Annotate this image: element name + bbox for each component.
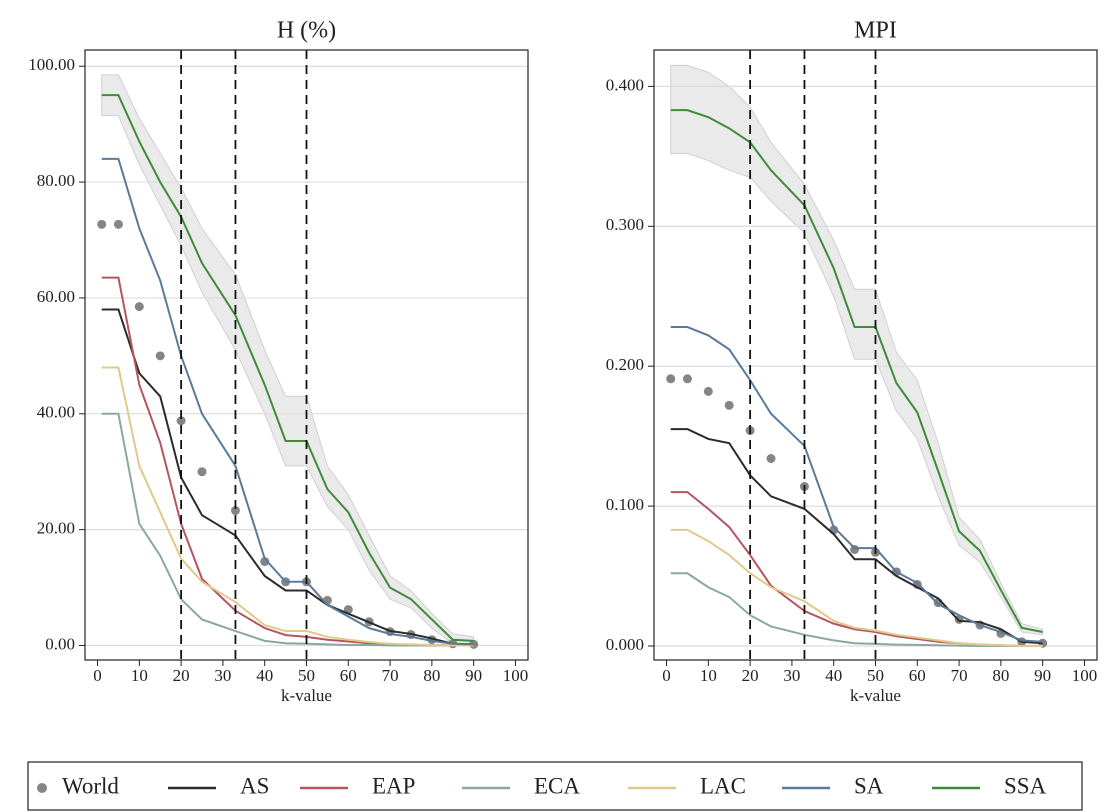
x-tick-label: 100: [503, 666, 529, 685]
world-dot: [703, 386, 713, 396]
world-dot: [134, 302, 144, 312]
chart-title: H (%): [277, 18, 336, 44]
y-tick-label: 0.00: [45, 634, 75, 653]
y-tick-label: 0.400: [606, 75, 644, 94]
x-tick-label: 30: [783, 666, 800, 685]
x-tick-label: 70: [382, 666, 399, 685]
world-dot: [230, 506, 240, 516]
series-line: [101, 94, 474, 642]
x-tick-label: 20: [742, 666, 759, 685]
world-dot: [197, 467, 207, 477]
chart-title: MPI: [854, 18, 897, 44]
y-tick-label: 80.00: [37, 171, 75, 190]
series-line: [101, 412, 474, 647]
x-tick-label: 10: [131, 666, 148, 685]
legend-label: AS: [240, 773, 269, 798]
series-line: [670, 326, 1043, 643]
world-dot: [682, 374, 692, 384]
y-tick-label: 0.100: [606, 495, 644, 514]
x-tick-label: 70: [951, 666, 968, 685]
x-tick-label: 0: [93, 666, 102, 685]
series-line: [670, 109, 1043, 633]
y-tick-label: 0.000: [606, 635, 644, 654]
legend-label: ECA: [534, 773, 580, 798]
x-axis-label: k-value: [850, 686, 901, 705]
x-tick-label: 10: [700, 666, 717, 685]
plot-frame: [84, 49, 529, 661]
world-dot: [724, 400, 734, 410]
legend-label: SA: [854, 773, 884, 798]
y-tick-label: 40.00: [37, 403, 75, 422]
series-line: [101, 157, 474, 646]
y-tick-label: 60.00: [37, 287, 75, 306]
y-tick-label: 100.00: [28, 55, 75, 74]
world-dot: [155, 351, 165, 361]
x-tick-label: 90: [465, 666, 482, 685]
y-tick-label: 0.300: [606, 215, 644, 234]
x-tick-label: 60: [909, 666, 926, 685]
x-tick-label: 20: [173, 666, 190, 685]
x-tick-label: 90: [1034, 666, 1051, 685]
world-dot: [113, 219, 123, 229]
series-line: [101, 308, 474, 646]
confidence-band: [101, 74, 475, 645]
legend-label: EAP: [372, 773, 415, 798]
series-line: [670, 528, 1043, 648]
legend-marker: [37, 783, 47, 793]
series-line: [670, 572, 1043, 648]
legend-label: LAC: [700, 773, 746, 798]
world-dot: [766, 454, 776, 464]
y-tick-label: 0.200: [606, 355, 644, 374]
x-tick-label: 50: [867, 666, 884, 685]
world-dot: [97, 219, 107, 229]
x-tick-label: 100: [1072, 666, 1098, 685]
legend-label: SSA: [1004, 773, 1047, 798]
series-line: [670, 428, 1043, 645]
x-tick-label: 0: [662, 666, 671, 685]
x-tick-label: 80: [423, 666, 440, 685]
world-dot: [260, 557, 270, 567]
x-tick-label: 40: [825, 666, 842, 685]
x-tick-label: 60: [340, 666, 357, 685]
series-line: [101, 366, 474, 647]
plot-frame: [653, 49, 1098, 661]
x-tick-label: 80: [992, 666, 1009, 685]
x-tick-label: 40: [256, 666, 273, 685]
world-dot: [176, 416, 186, 426]
legend-box: [27, 761, 1083, 811]
x-tick-label: 50: [298, 666, 315, 685]
world-dot: [666, 374, 676, 384]
x-tick-label: 30: [214, 666, 231, 685]
x-axis-label: k-value: [281, 686, 332, 705]
confidence-band: [670, 64, 1044, 636]
legend-label: World: [62, 773, 119, 798]
y-tick-label: 20.00: [37, 519, 75, 538]
